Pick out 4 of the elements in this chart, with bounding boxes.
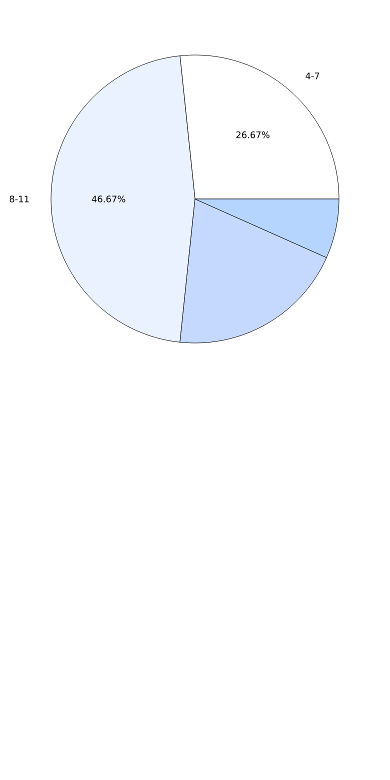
slice-label: 8-11 — [10, 196, 29, 202]
data-label: 26.67% — [236, 131, 270, 138]
slice-label: 4-7 — [306, 72, 320, 80]
data-label: 46.67% — [92, 196, 126, 202]
